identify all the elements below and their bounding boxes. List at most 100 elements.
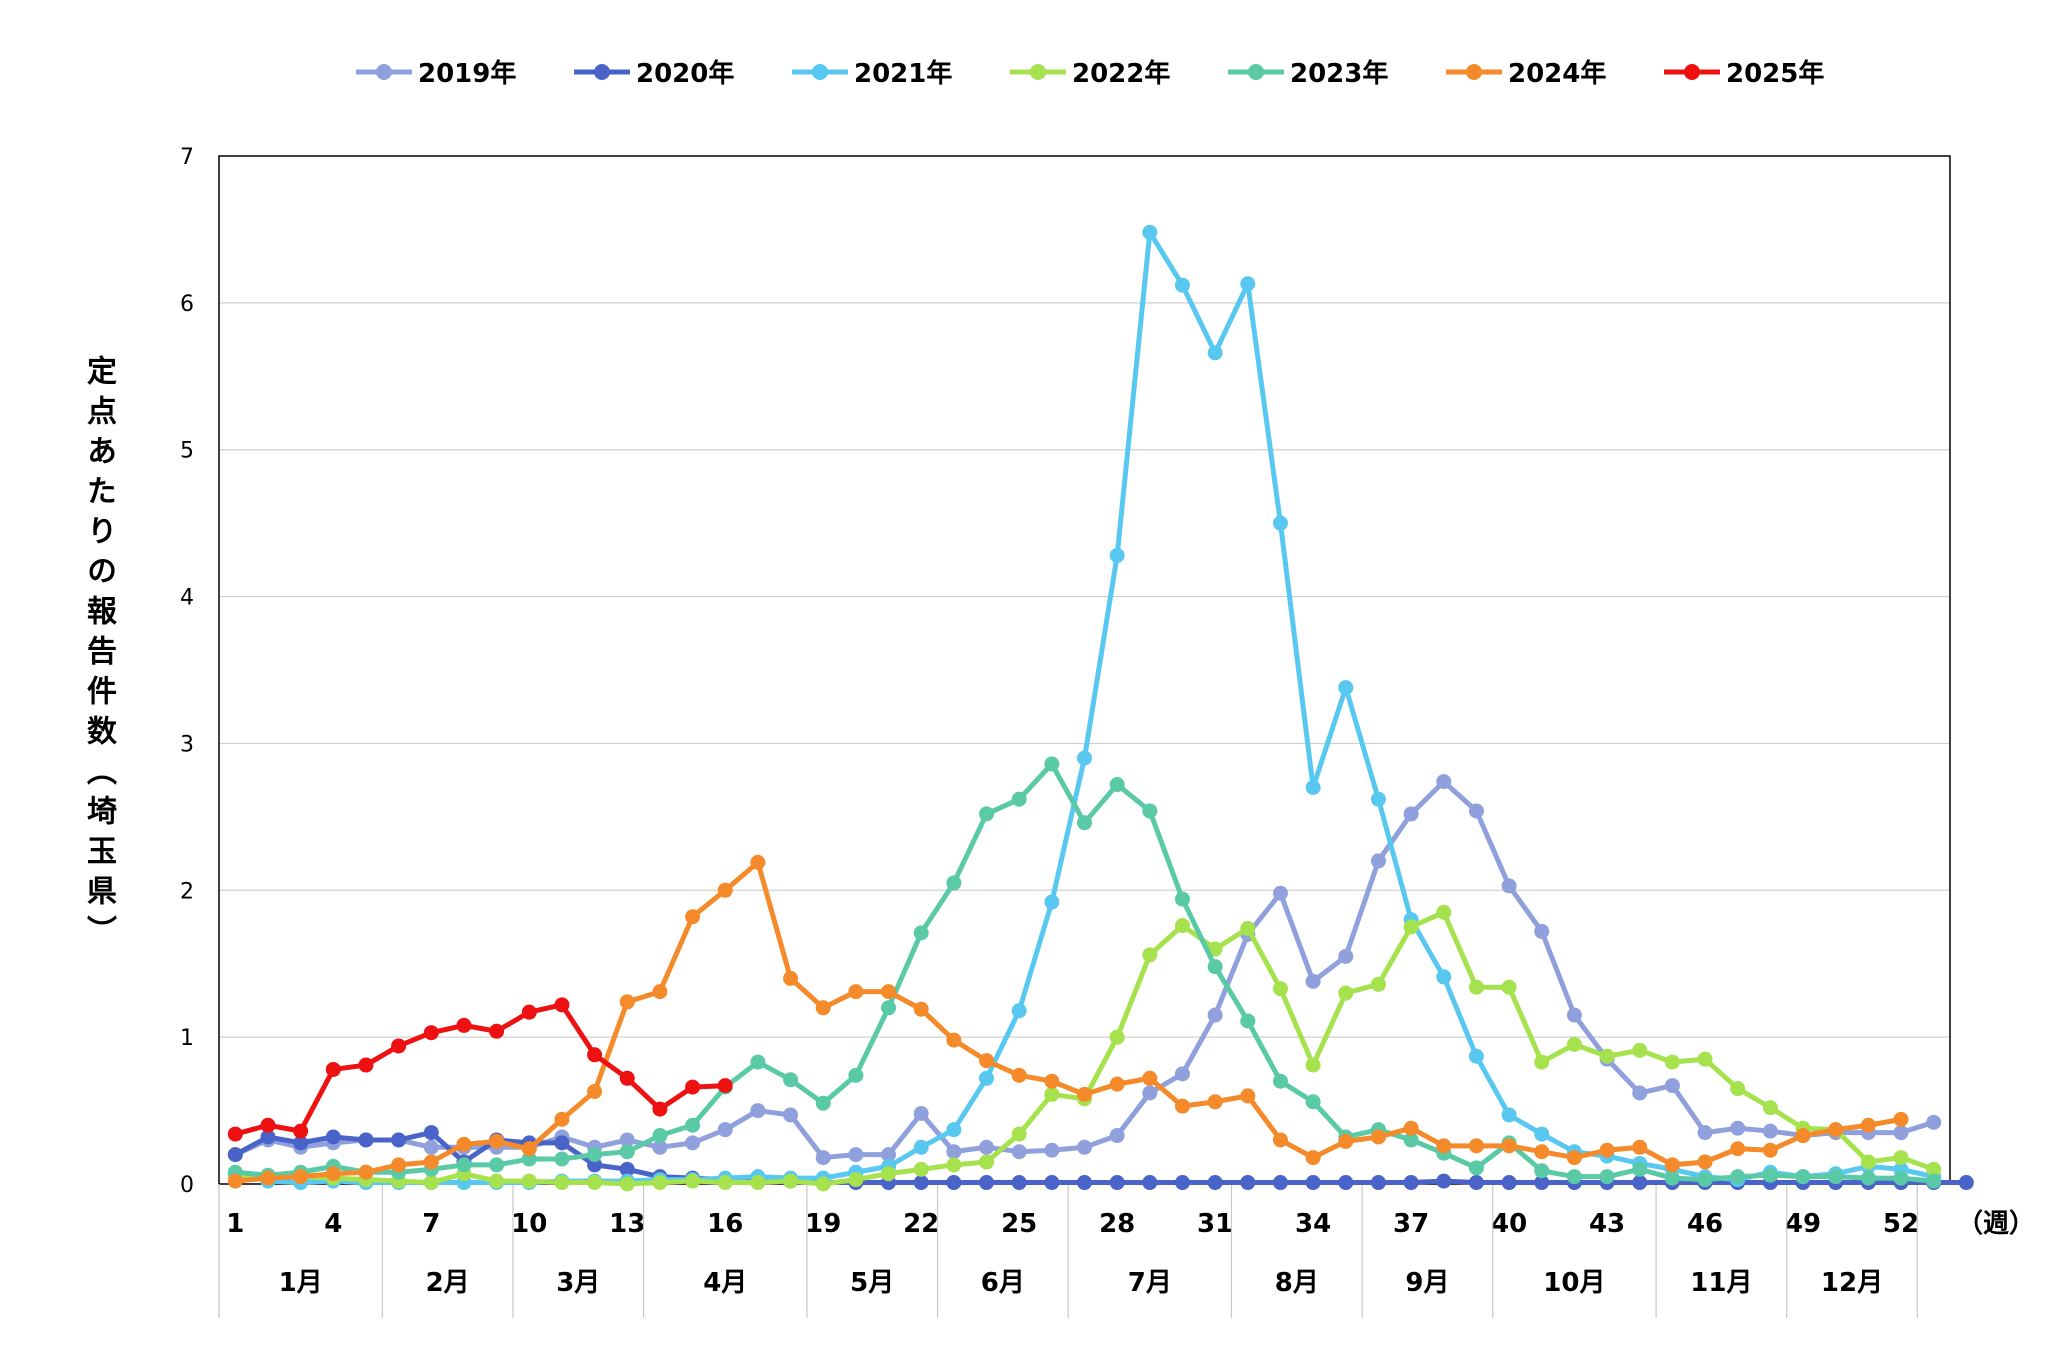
legend-item: 2025年: [1664, 58, 1824, 89]
data-point: [717, 882, 733, 898]
data-point: [946, 1157, 962, 1173]
month-label: 10月: [1543, 1268, 1605, 1298]
data-point: [521, 1141, 537, 1157]
x-tick-label: 4: [324, 1209, 342, 1239]
data-point: [423, 1025, 439, 1041]
data-point: [1566, 1169, 1582, 1185]
data-point: [1207, 1007, 1223, 1023]
data-point: [1501, 1107, 1517, 1123]
data-point: [783, 970, 799, 986]
data-point: [1599, 1169, 1615, 1185]
data-point: [1566, 1007, 1582, 1023]
data-point: [913, 1139, 929, 1155]
data-point: [1011, 1003, 1027, 1019]
data-point: [881, 984, 897, 1000]
data-point: [1468, 1048, 1484, 1064]
data-point: [554, 1111, 570, 1127]
data-point: [848, 1172, 864, 1188]
data-point: [1305, 1094, 1321, 1110]
data-point: [1436, 1138, 1452, 1154]
data-point: [1305, 1150, 1321, 1166]
legend-item: 2020年: [574, 58, 734, 89]
data-point: [783, 1173, 799, 1189]
data-point: [521, 1004, 537, 1020]
data-point: [227, 1173, 243, 1189]
data-point: [619, 1144, 635, 1160]
data-point: [1272, 515, 1288, 531]
data-point: [391, 1157, 407, 1173]
data-point: [1534, 1126, 1550, 1142]
data-point: [1860, 1154, 1876, 1170]
data-point: [1403, 806, 1419, 822]
data-point: [1077, 815, 1092, 831]
data-point: [1632, 1139, 1648, 1155]
data-point: [717, 1122, 733, 1138]
data-point: [391, 1038, 407, 1054]
data-point: [913, 1161, 929, 1177]
data-point: [881, 1000, 897, 1016]
legend-label: 2020年: [636, 58, 734, 89]
data-point: [1436, 969, 1452, 985]
data-point: [1762, 1100, 1778, 1116]
data-point: [1762, 1123, 1778, 1139]
data-point: [913, 1106, 929, 1122]
data-point: [1109, 1029, 1125, 1045]
data-point: [1207, 1094, 1223, 1110]
data-point: [293, 1123, 309, 1139]
legend-item: 2023年: [1228, 58, 1388, 89]
data-point: [554, 1135, 570, 1151]
data-point: [1240, 1013, 1256, 1029]
month-label: 3月: [556, 1268, 600, 1298]
data-point: [1730, 1169, 1746, 1185]
x-tick-label: 43: [1589, 1209, 1625, 1239]
series-group: [227, 756, 1942, 1189]
data-point: [1305, 973, 1321, 989]
data-point: [1338, 1133, 1354, 1149]
data-point: [358, 1164, 374, 1180]
x-tick-label: 34: [1295, 1209, 1331, 1239]
data-point: [1338, 680, 1354, 696]
data-point: [1207, 1175, 1223, 1191]
data-point: [293, 1135, 309, 1151]
data-point: [1044, 756, 1060, 772]
data-point: [1207, 345, 1223, 361]
data-point: [1860, 1170, 1876, 1186]
data-point: [1926, 1161, 1942, 1177]
data-point: [1077, 1086, 1092, 1102]
data-point: [1436, 774, 1452, 790]
data-point: [1501, 1138, 1517, 1154]
data-point: [293, 1169, 309, 1185]
x-tick-label: 28: [1099, 1209, 1135, 1239]
x-axis-unit: （週）: [1957, 1209, 2035, 1239]
legend-label: 2024年: [1508, 58, 1606, 89]
x-tick-label: 1: [226, 1209, 244, 1239]
legend-item: 2022年: [1010, 58, 1170, 89]
data-point: [1044, 1175, 1060, 1191]
data-point: [1272, 885, 1288, 901]
data-point: [619, 1132, 635, 1148]
x-tick-label: 16: [707, 1209, 743, 1239]
data-point: [1240, 276, 1256, 292]
data-point: [358, 1132, 374, 1148]
data-point: [652, 984, 668, 1000]
data-point: [1828, 1169, 1844, 1185]
data-point: [260, 1170, 276, 1186]
month-label: 5月: [850, 1268, 894, 1298]
data-point: [1534, 1163, 1550, 1179]
data-point: [619, 1176, 635, 1192]
data-point: [1501, 1175, 1517, 1191]
data-point: [1338, 985, 1354, 1001]
data-point: [685, 1079, 701, 1095]
data-point: [1240, 1175, 1256, 1191]
data-point: [1109, 1128, 1125, 1144]
data-point: [815, 1095, 831, 1111]
data-point: [1174, 1175, 1190, 1191]
series-line: [232, 1002, 728, 1137]
data-point: [1468, 1160, 1484, 1176]
data-point: [1697, 1125, 1713, 1141]
data-point: [587, 1157, 603, 1173]
data-point: [1109, 1175, 1125, 1191]
data-point: [1011, 1144, 1027, 1160]
data-point: [685, 1173, 701, 1189]
legend-swatch-marker: [812, 64, 828, 80]
